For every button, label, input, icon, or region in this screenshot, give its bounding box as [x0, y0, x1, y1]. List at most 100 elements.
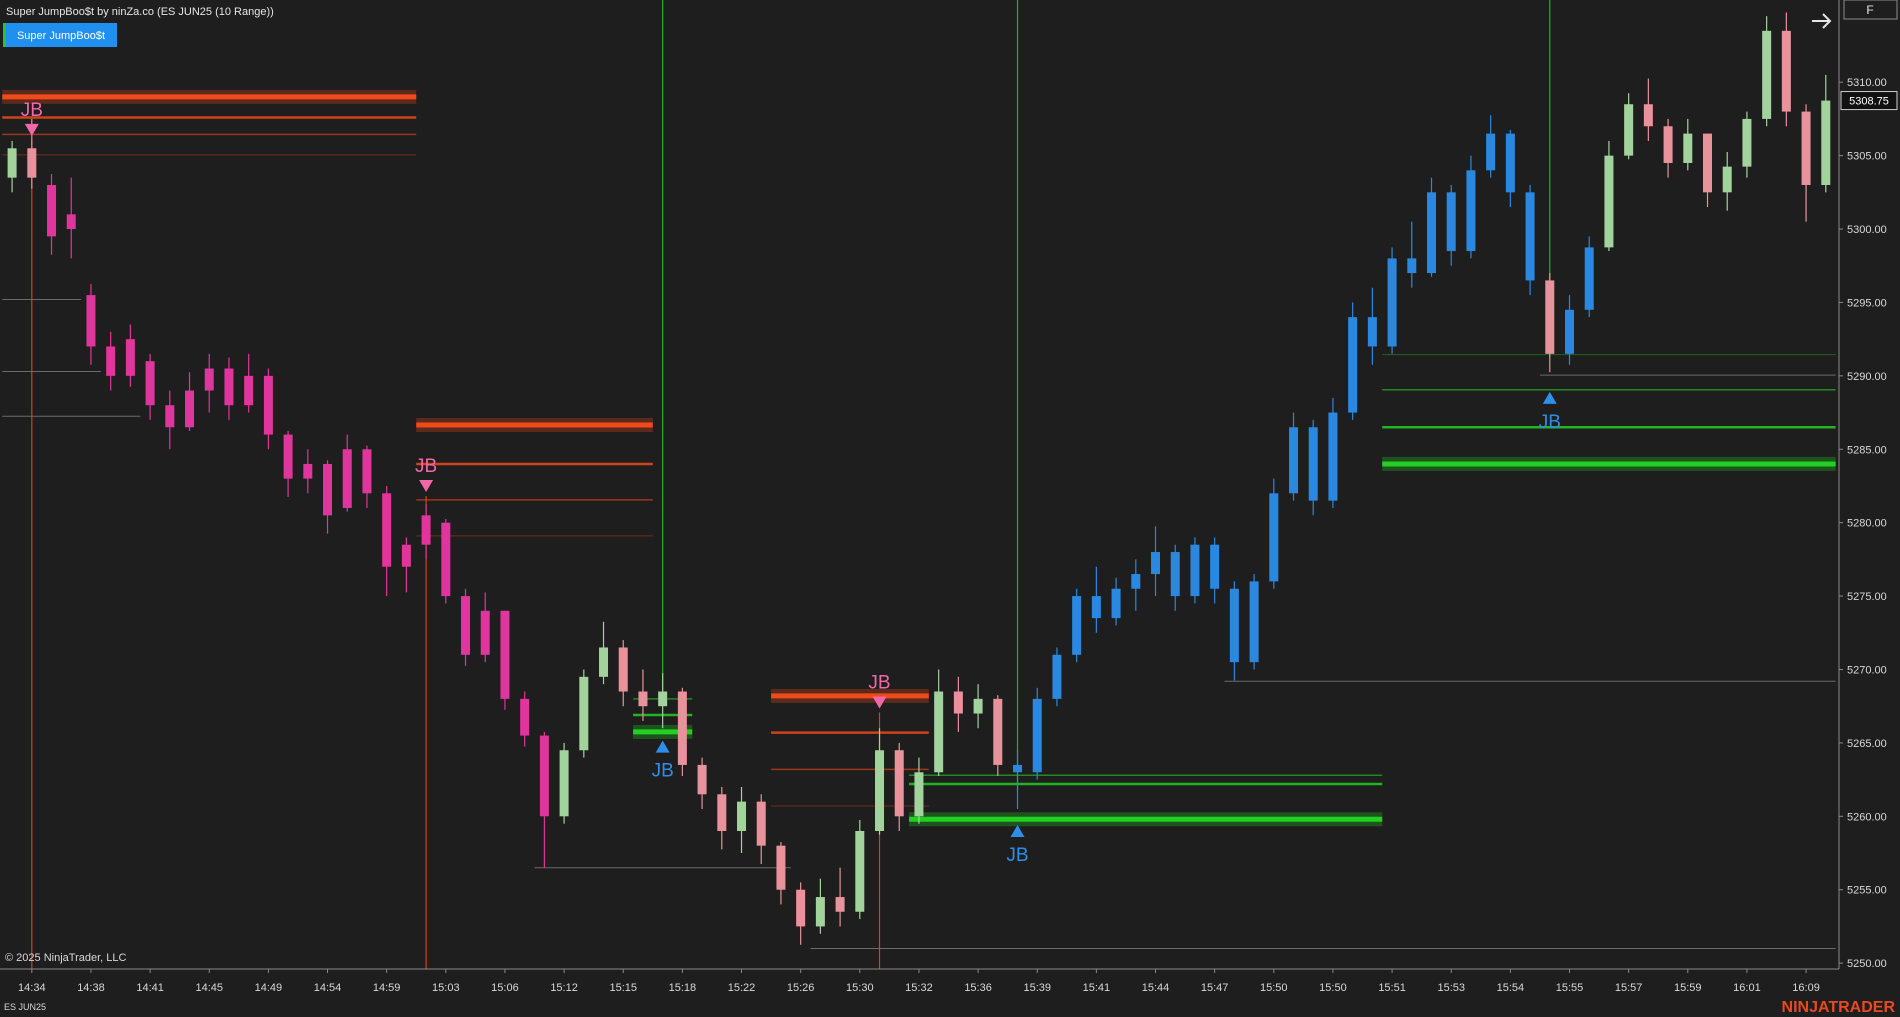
candle-body [1111, 588, 1121, 619]
last-price-label: 5308.75 [1849, 96, 1889, 108]
candle-body [1584, 247, 1594, 310]
x-tick-label: 15:44 [1142, 982, 1170, 994]
y-tick-label: 5295.00 [1847, 297, 1887, 309]
buy-signal [1542, 391, 1557, 404]
x-tick-label: 15:41 [1083, 982, 1111, 994]
candle-body [1210, 544, 1220, 589]
x-tick-label: 14:54 [314, 982, 342, 994]
candle-body [1703, 133, 1713, 193]
x-tick-label: 15:47 [1201, 982, 1229, 994]
x-tick-label: 15:22 [728, 982, 756, 994]
candle-body [303, 463, 313, 479]
candle-body [1505, 133, 1515, 193]
candle-body [224, 368, 234, 406]
candle-body [756, 801, 766, 846]
candle-body [520, 698, 530, 736]
candle-body [1407, 258, 1417, 274]
sell-signal-label: JB [415, 456, 437, 477]
x-tick-label: 16:09 [1792, 982, 1820, 994]
candle-body [1604, 155, 1614, 248]
x-tick-label: 15:39 [1023, 982, 1051, 994]
candle-body [875, 750, 885, 831]
candle-body [1190, 544, 1200, 597]
plot-area: JB JB JB JB JB JB [2, 0, 1836, 969]
candle-body [737, 801, 747, 831]
candle-body [776, 845, 786, 890]
corner-button[interactable] [1843, 0, 1898, 20]
candle-body [1269, 493, 1279, 582]
candle-body [421, 515, 431, 545]
candle-body [1328, 412, 1338, 501]
y-tick-label: 5275.00 [1847, 591, 1887, 603]
candle-body [638, 691, 648, 707]
candle-body [934, 691, 944, 773]
sell-signal [419, 479, 434, 492]
x-tick-label: 14:59 [373, 982, 401, 994]
x-tick-label: 15:51 [1378, 982, 1406, 994]
candle-body [1151, 552, 1161, 575]
arrow-icon[interactable] [1812, 13, 1832, 29]
candle-body [973, 698, 983, 714]
candle-body [1289, 427, 1299, 494]
candle-body [914, 772, 924, 817]
candle-body [106, 346, 116, 376]
y-tick-label: 5270.00 [1847, 664, 1887, 676]
candle-body [263, 375, 273, 435]
candle-body [1663, 126, 1673, 163]
last-price-box [1840, 91, 1898, 111]
candle-body [323, 463, 333, 516]
candle-body [342, 449, 352, 508]
candle-body [1052, 654, 1062, 699]
candle-body [1762, 30, 1772, 119]
candle-body [1446, 192, 1456, 252]
corner-button-label[interactable]: F [1866, 3, 1873, 17]
x-tick-label: 15:57 [1615, 982, 1643, 994]
x-tick-label: 15:06 [491, 982, 519, 994]
candle-body [244, 375, 254, 406]
candle-body [618, 647, 628, 692]
candle-body [1308, 427, 1318, 501]
candle-body [1781, 30, 1791, 112]
candle-body [441, 522, 451, 597]
candle-body [1722, 166, 1732, 193]
candle-body [185, 390, 195, 428]
x-tick-label: 15:15 [609, 982, 637, 994]
candle-body [1643, 104, 1653, 127]
candle-body [1545, 280, 1555, 354]
button-accent [3, 23, 6, 47]
y-tick-label: 5260.00 [1847, 811, 1887, 823]
candle-body [382, 493, 392, 567]
buy-signal-label: JB [1539, 412, 1561, 433]
candle-body [165, 405, 175, 428]
candle-body [1427, 192, 1437, 274]
x-tick-label: 15:50 [1319, 982, 1347, 994]
candle-body [993, 698, 1003, 765]
y-tick-label: 5290.00 [1847, 371, 1887, 383]
candle-body [717, 794, 727, 831]
candle-body [1013, 764, 1023, 773]
candle-body [894, 750, 904, 817]
candle-body [86, 295, 96, 347]
copyright: © 2025 NinjaTrader, LLC [5, 952, 126, 964]
y-tick-label: 5300.00 [1847, 224, 1887, 236]
candle-body [953, 691, 963, 714]
y-tick-label: 5255.00 [1847, 885, 1887, 897]
y-tick-label: 5280.00 [1847, 518, 1887, 530]
candle-body [362, 449, 372, 494]
x-tick-label: 14:34 [18, 982, 46, 994]
candle-body [1525, 192, 1535, 281]
x-tick-label: 15:36 [964, 982, 992, 994]
x-tick-label: 14:38 [77, 982, 105, 994]
x-tick-label: 15:59 [1674, 982, 1702, 994]
indicator-button-label[interactable]: Super JumpBoo$t [17, 30, 105, 42]
candle-body [1486, 133, 1496, 171]
x-tick-label: 15:50 [1260, 982, 1288, 994]
candle-body [204, 368, 214, 391]
candle-body [7, 148, 17, 178]
x-tick-label: 15:18 [669, 982, 697, 994]
candle-body [1742, 118, 1752, 167]
indicator-button[interactable] [6, 23, 117, 47]
